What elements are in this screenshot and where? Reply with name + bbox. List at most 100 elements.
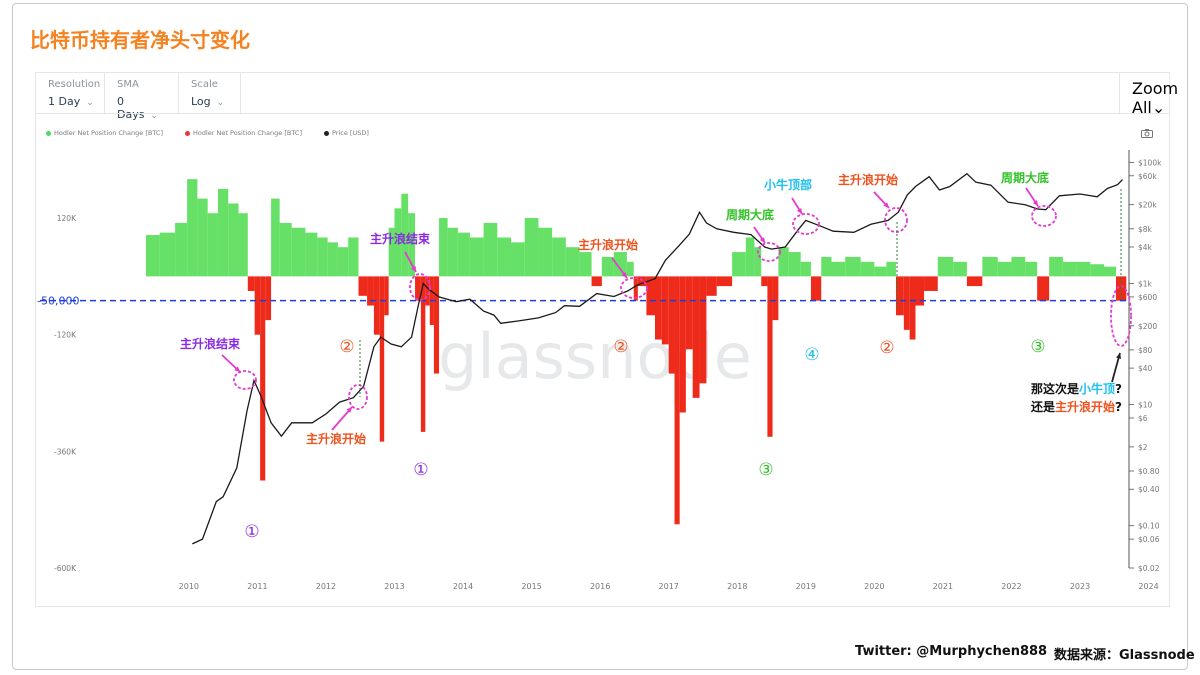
bar-positive <box>1076 261 1091 277</box>
bar-negative <box>420 276 426 432</box>
bar-positive <box>997 261 1012 277</box>
right-tick-label: $8k <box>1138 225 1153 234</box>
bar-negative <box>247 276 255 291</box>
annotation-label: 主升浪开始 <box>838 172 898 187</box>
threshold-label: -50,000 <box>37 295 79 308</box>
x-tick-label: 2020 <box>864 582 884 591</box>
circled-number: ③ <box>1030 337 1045 357</box>
x-tick-label: 2019 <box>796 582 816 591</box>
legend-label: Price [USD] <box>332 129 369 137</box>
sma-dropdown[interactable]: SMA 0 Days ⌄ <box>105 73 179 121</box>
bar-negative <box>367 276 374 306</box>
resolution-value: 1 Day <box>48 95 81 108</box>
slide-title: 比特币持有者净头寸变化 <box>30 28 250 52</box>
bar-positive <box>408 213 416 277</box>
bar-positive <box>327 242 338 277</box>
highlight-circle <box>233 370 257 390</box>
bar-negative <box>903 276 910 330</box>
axes: 120K -120K -360K -600K $100k $60k $20k $8k $4k $1… <box>37 150 1162 591</box>
bar-negative <box>433 276 440 374</box>
arrow-head <box>883 202 889 208</box>
bar-negative <box>373 276 380 335</box>
footer-source: 数据来源：Glassnode <box>1054 648 1195 663</box>
bar-positive <box>469 237 484 277</box>
bar-negative <box>1037 276 1050 301</box>
legend-item-positive[interactable]: Hodler Net Position Change [BTC] <box>46 129 163 137</box>
bar-positive <box>538 227 553 277</box>
highlight-circle <box>792 213 820 235</box>
bar-positive <box>394 208 402 277</box>
bar-positive <box>754 247 762 277</box>
right-tick-label: $6 <box>1138 414 1148 423</box>
bar-positive <box>291 227 306 277</box>
bar-positive <box>197 198 208 277</box>
bar-negative <box>260 276 266 481</box>
x-tick-label: 2014 <box>453 582 473 591</box>
bar-negative <box>767 276 773 437</box>
bar-positive <box>447 227 458 277</box>
bar-negative <box>761 276 768 287</box>
bar-negative <box>924 276 938 291</box>
legend-item-price[interactable]: Price [USD] <box>324 129 369 137</box>
bar-positive <box>1090 264 1105 277</box>
bar-positive <box>238 213 248 277</box>
x-tick-label: 2021 <box>933 582 953 591</box>
arrow-head <box>759 237 765 243</box>
x-tick-label: 2023 <box>1070 582 1090 591</box>
bar-positive <box>228 203 239 277</box>
right-tick-label: $0.40 <box>1138 485 1160 494</box>
zoom-dropdown[interactable]: Zoom All⌄ <box>1119 73 1178 117</box>
chevron-down-icon: ⌄ <box>216 98 225 108</box>
bar-positive <box>439 218 448 277</box>
bar-negative <box>674 276 680 525</box>
right-tick-label: $100k <box>1138 158 1162 167</box>
left-tick-label: 120K <box>57 214 77 223</box>
bar-negative <box>915 276 925 306</box>
x-tick-label: 2022 <box>1001 582 1021 591</box>
bar-negative <box>668 276 675 374</box>
right-tick-label: $4k <box>1138 243 1153 252</box>
bar-positive <box>1025 261 1038 277</box>
scale-value: Log <box>191 95 211 108</box>
arrow-head <box>411 266 416 272</box>
bar-positive <box>457 232 470 277</box>
arrow-head <box>346 407 352 413</box>
bar-positive <box>1049 256 1063 277</box>
bar-positive <box>217 188 229 277</box>
bar-negative <box>646 276 655 316</box>
right-tick-label: $80 <box>1138 346 1153 355</box>
bar-positive <box>565 247 580 277</box>
bar-negative <box>966 276 983 287</box>
circled-number: ④ <box>804 345 819 365</box>
camera-icon[interactable] <box>1141 129 1153 138</box>
sma-value: 0 Days <box>117 95 145 121</box>
arrow-head <box>1032 200 1038 206</box>
arrow-head <box>1116 353 1122 359</box>
bar-negative <box>425 276 430 306</box>
bar-positive <box>159 232 176 277</box>
question-line-1: 那这次是小牛顶? <box>1031 381 1122 396</box>
bar-positive <box>601 256 614 277</box>
bar-negative <box>909 276 916 340</box>
slide-frame <box>12 3 1188 670</box>
chart-legend: Hodler Net Position Change [BTC] Hodler … <box>46 129 369 137</box>
bar-positive <box>860 261 875 277</box>
bar-positive <box>953 261 967 277</box>
bar-positive <box>613 252 627 277</box>
bar-positive <box>483 222 498 277</box>
bar-negative <box>810 276 822 301</box>
scale-dropdown[interactable]: Scale Log ⌄ <box>179 73 241 113</box>
bar-positive <box>337 247 349 277</box>
bar-negative <box>654 276 662 340</box>
annotation-label: 小牛顶部 <box>764 177 812 192</box>
right-tick-label: $0.10 <box>1138 522 1160 531</box>
resolution-dropdown[interactable]: Resolution 1 Day ⌄ <box>36 73 105 113</box>
bar-positive <box>874 266 887 277</box>
bar-negative <box>895 276 904 316</box>
legend-item-negative[interactable]: Hodler Net Position Change [BTC] <box>185 129 302 137</box>
chart-panel: Resolution 1 Day ⌄ SMA 0 Days ⌄ Scale Log ⌄… <box>35 72 1178 607</box>
bar-positive <box>524 218 539 277</box>
bar-positive <box>831 261 846 277</box>
bar-positive <box>886 261 896 277</box>
